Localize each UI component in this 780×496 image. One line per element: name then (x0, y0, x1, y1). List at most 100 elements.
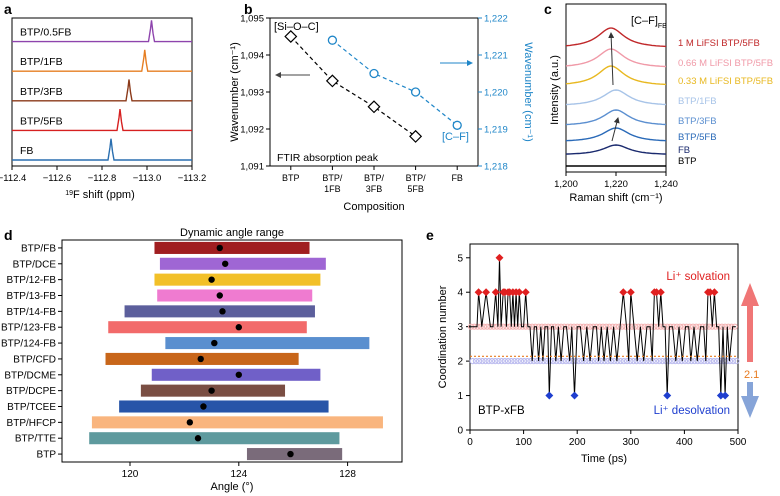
panel-e-bg-marker-3 (567, 323, 574, 330)
panel-e-desolvation-marker (545, 391, 554, 400)
panel-e-solvation-marker (491, 288, 500, 297)
panel-e-label: e (426, 227, 434, 243)
panel-d-mean-dot (197, 355, 204, 363)
panel-e-bg-marker-3 (580, 323, 587, 330)
panel-e-label-system: BTP-xFB (478, 405, 525, 417)
panel-b-ylabel-right: Wavenumber (cm⁻¹) (522, 42, 534, 142)
panel-a-trace (12, 79, 192, 102)
panel-e-bg-marker-2 (659, 358, 666, 365)
panel-e-bg-marker-2 (482, 358, 489, 365)
panel-e-bg-marker-2 (704, 358, 711, 365)
panel-e-bg-marker-2 (469, 358, 476, 365)
panel-e-bg-marker-2 (556, 358, 563, 365)
panel-d-bar (159, 257, 326, 270)
panel-d-category-label: BTP/13-FB (7, 291, 57, 302)
panel-e-bg-marker-3 (609, 323, 616, 330)
panel-e-solvation-marker (495, 253, 504, 262)
panel-d-mean-dot (208, 276, 215, 283)
panel-e-bg-marker-2 (630, 358, 637, 365)
panel-c-legend-label: FB (678, 145, 690, 156)
panel-d-xlabel: Angle (°) (211, 481, 254, 493)
panel-d-mean-dot (235, 371, 242, 378)
panel-c-trace (565, 109, 667, 126)
panel-e-ytick-label: 1 (457, 391, 463, 402)
panel-b-ytick-left-label: 1,095 (240, 14, 264, 25)
panel-d-xtick-label: 124 (230, 469, 247, 480)
panel-d-mean-dot (200, 403, 207, 410)
panel-e-bg-marker-3 (586, 323, 594, 330)
panel-e-xtick-label: 400 (676, 437, 693, 448)
panel-e-bg-marker-2 (501, 358, 508, 365)
panel-e-xtick-label: 0 (467, 437, 473, 448)
panel-d-bars (89, 241, 383, 461)
panel-d: d Dynamic angle range 120 124 128 BTP/FB BTP… (1, 227, 403, 493)
panel-e-bg-marker-2 (617, 358, 624, 365)
panel-e-solvation-marker (710, 288, 719, 297)
panel-b: b 1,091 1,092 1,093 1,094 1,095 1,218 1,219 1,2… (229, 1, 534, 213)
panel-c-legend-label: BTP/1FB (678, 96, 717, 107)
panel-b-point-right (452, 120, 462, 130)
panel-e-bg-marker-3 (570, 323, 578, 330)
panel-c-legend: 1 M LiFSI BTP/5FB 0.66 M LiFSI BTP/5FB 0.3… (678, 38, 773, 167)
panel-d-label: d (4, 227, 13, 243)
panel-e-bg-marker-2 (710, 358, 717, 365)
panel-d-mean-dot (216, 292, 223, 299)
panel-b-point-right (369, 68, 379, 79)
panel-e-desolvation-marker (570, 391, 579, 400)
panel-e-bg-marker-2 (521, 358, 528, 365)
panel-e-solvation-marker (521, 288, 530, 297)
panel-e-bg-marker-2 (623, 358, 631, 365)
panel-d-xtick-label: 120 (122, 469, 139, 480)
panel-c-trace (565, 27, 667, 48)
panel-e-bg-marker-3 (477, 323, 484, 330)
panel-e-solvation-marker (652, 288, 661, 297)
panel-e-bg-marker-3 (599, 323, 607, 330)
panel-b-xtick-label: BTP/ (406, 173, 427, 183)
panel-d-bar (91, 416, 383, 429)
panel-c-trace (565, 65, 667, 86)
panel-e-bg-marker-2 (620, 358, 627, 365)
panel-c-legend-label: 0.66 M LiFSI BTP/5FB (678, 58, 773, 69)
panel-b-ytick-left-label: 1,092 (240, 125, 264, 136)
panel-b-xtick-label: BTP/ (364, 173, 385, 183)
panel-e-bg-marker-2 (585, 358, 592, 365)
panel-e-solvation-marker (474, 288, 483, 297)
panel-b-point-left (367, 100, 381, 114)
panel-b-xlabel: Composition (343, 201, 404, 213)
panel-e-bg-marker-3 (506, 323, 513, 330)
panel-d-category-label: BTP/TTE (15, 434, 56, 445)
panel-b-label: b (244, 1, 253, 17)
panel-e-desolvation-marker (721, 391, 730, 400)
panel-b-xtick-label: 3FB (366, 184, 383, 194)
panel-b-ytick-right-label: 1,221 (484, 51, 508, 62)
panel-e-bg-marker-3 (493, 323, 500, 330)
panel-a-series-label: BTP/3FB (20, 86, 63, 98)
panel-e-bg-marker-2 (498, 358, 505, 365)
panel-e-bg-marker-2 (656, 358, 663, 365)
panel-b-xtick-label: BTP/ (322, 173, 343, 183)
panel-a-xtick-label: −112.6 (43, 173, 72, 184)
panel-e-bg-marker-3 (718, 323, 726, 330)
panel-d-mean-dot (222, 260, 229, 267)
panel-d-bar (108, 321, 307, 334)
panel-b-ytick-left-label: 1,091 (240, 162, 264, 173)
panel-b-annotation-bottom: FTIR absorption peak (277, 152, 379, 164)
panel-b-ytick-left-label: 1,094 (240, 51, 264, 62)
panel-d-category-label: BTP/FB (21, 243, 56, 254)
panel-c-xtick-label: 1,240 (654, 179, 678, 190)
panel-b-ytick-right-label: 1,218 (484, 162, 508, 173)
panel-e-bg-marker-2 (582, 358, 589, 365)
panel-b-ytick-right-label: 1,220 (484, 88, 508, 99)
panel-e-solvation-marker (619, 288, 628, 297)
panel-e-bg-marker-3 (509, 323, 516, 330)
panel-e-bg-marker-3 (603, 323, 610, 330)
panel-d-category-label: BTP/DCPE (6, 386, 56, 397)
panel-e-bg-marker-2 (527, 358, 534, 365)
panel-b-annotation-right: [C–F] (442, 131, 469, 143)
panel-b-xtick-label: BTP (282, 173, 300, 183)
panel-c-legend-label: BTP/5FB (678, 132, 717, 143)
panel-c-legend-label: BTP (678, 156, 696, 167)
panel-d-mean-dot (216, 244, 223, 252)
panel-e-bg-marker-2 (652, 358, 660, 365)
